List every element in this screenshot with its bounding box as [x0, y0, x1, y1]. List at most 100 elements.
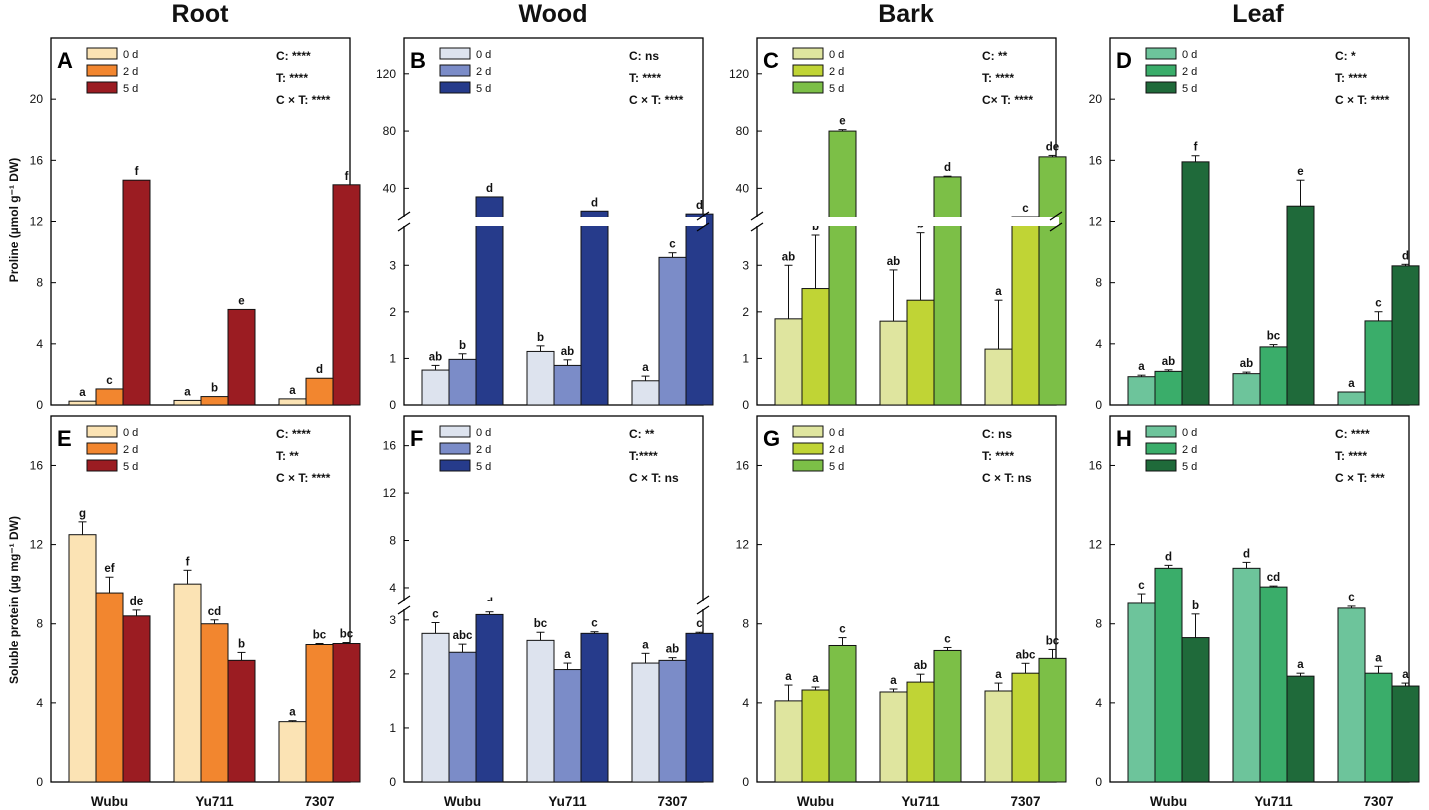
significance-letter: bc: [340, 629, 354, 641]
panel-letter: B: [410, 48, 426, 73]
significance-letter: d: [1165, 551, 1172, 563]
bar-yu711-0d: [173, 583, 202, 783]
bar-wubu-2d: [95, 388, 124, 406]
y-axis-label-protein: Soluble protein (µg mg⁻¹ DW): [7, 516, 21, 684]
legend-swatch: [792, 64, 824, 77]
significance-letter: e: [1297, 166, 1303, 178]
panel-letter: E: [57, 426, 72, 451]
axis-break-slash: [750, 211, 764, 221]
panel-letter: G: [763, 426, 780, 451]
legend-label: 2 d: [476, 66, 491, 78]
significance-letter: b: [211, 383, 218, 395]
significance-letter: ab: [1162, 356, 1175, 368]
legend-swatch: [439, 47, 471, 60]
y-tick-label: 1: [389, 351, 396, 365]
axis-break-slash: [397, 595, 411, 605]
stats-annotation: C × T: ns: [629, 471, 679, 485]
x-tick-label: Wubu: [91, 794, 128, 809]
panel-E: 0 4 8 12 16 g f a ef cd bc de b bc E 0 d 2 d 5 d C: **** T:…: [30, 415, 361, 809]
column-title-wood: Wood: [519, 0, 588, 28]
significance-letter: b: [537, 332, 544, 344]
x-tick-label: Yu711: [1254, 794, 1293, 809]
y-tick-label: 4: [389, 581, 396, 595]
legend-label: 5 d: [829, 83, 844, 95]
panel-G: 0 4 8 12 16 a a a a ab abc c c bc G 0 d 2 d 5 d C: ns T: **…: [736, 415, 1067, 809]
y-tick-label: 4: [742, 696, 749, 710]
bar-7307-2d: [305, 377, 334, 406]
y-tick-label: 0: [742, 775, 749, 789]
legend-label: 0 d: [829, 427, 844, 439]
legend-swatch: [86, 459, 118, 472]
stats-annotation: C: **: [982, 49, 1008, 63]
significance-letter: f: [1194, 142, 1198, 154]
axis-break-gap: [405, 217, 702, 226]
bar-yu711-0d: [1232, 567, 1261, 783]
significance-letter: ab: [561, 346, 574, 358]
significance-letter: bc: [313, 630, 327, 642]
y-tick-label: 20: [1089, 92, 1103, 106]
bar-yu711-5d: [227, 659, 256, 783]
x-tick-label: 7307: [304, 794, 334, 809]
legend-label: 5 d: [123, 461, 138, 473]
legend-swatch: [439, 64, 471, 77]
legend-swatch: [1145, 81, 1177, 94]
bar-yu711-0d: [526, 350, 555, 406]
significance-letter: c: [591, 618, 598, 630]
stats-annotation: T: ****: [982, 71, 1014, 85]
bar-yu711-5d: [1286, 205, 1315, 406]
bar-7307-2d: [1364, 320, 1393, 406]
y-tick-label: 120: [376, 67, 396, 81]
y-tick-label: 80: [736, 124, 750, 138]
bar-wubu-5d: [1181, 637, 1210, 783]
y-tick-label: 8: [36, 276, 43, 290]
legend-swatch: [86, 81, 118, 94]
bar-wubu-5d: [1181, 161, 1210, 406]
bar-yu711-5d: [580, 632, 609, 783]
legend-label: 5 d: [1182, 83, 1197, 95]
legend-label: 0 d: [123, 49, 138, 61]
stats-annotation: C: *: [1335, 49, 1356, 63]
y-tick-label: 2: [742, 305, 749, 319]
y-tick-label: 3: [389, 613, 396, 627]
significance-letter: bc: [1046, 635, 1060, 647]
significance-letter: b: [812, 221, 819, 233]
bar-7307-2d: [1011, 672, 1040, 783]
legend-label: 2 d: [829, 66, 844, 78]
y-tick-label: 0: [1095, 398, 1102, 412]
x-tick-label: Wubu: [444, 794, 481, 809]
significance-letter: a: [642, 639, 649, 651]
stats-annotation: C: **: [629, 427, 655, 441]
axis-break-mask: [401, 601, 407, 609]
significance-letter: f: [345, 171, 349, 183]
panel-letter: F: [410, 426, 423, 451]
y-tick-label: 12: [736, 538, 750, 552]
y-tick-label: 0: [389, 398, 396, 412]
column-title-bark: Bark: [878, 0, 934, 28]
significance-letter: f: [186, 556, 190, 568]
y-tick-label: 12: [383, 486, 397, 500]
bar-wubu-5d: [475, 196, 504, 406]
bar-wubu-2d: [448, 358, 477, 406]
axis-break-slash: [696, 211, 710, 221]
y-tick-label: 12: [1089, 538, 1103, 552]
significance-letter: a: [79, 387, 86, 399]
bar-yu711-2d: [906, 299, 935, 406]
y-tick-label: 1: [389, 721, 396, 735]
bar-wubu-0d: [1127, 376, 1156, 406]
significance-letter: ab: [782, 251, 795, 263]
axis-break-slash: [397, 222, 411, 232]
legend-swatch: [792, 47, 824, 60]
bar-7307-5d: [1038, 156, 1067, 406]
bar-wubu-0d: [68, 534, 97, 783]
legend-label: 0 d: [1182, 427, 1197, 439]
y-tick-label: 0: [36, 398, 43, 412]
y-tick-label: 12: [30, 215, 44, 229]
significance-letter: de: [1046, 141, 1059, 153]
column-title-root: Root: [172, 0, 230, 28]
bar-wubu-2d: [1154, 370, 1183, 406]
bar-wubu-0d: [421, 632, 450, 783]
significance-letter: b: [1192, 600, 1199, 612]
legend-swatch: [1145, 47, 1177, 60]
y-tick-label: 1: [742, 351, 749, 365]
